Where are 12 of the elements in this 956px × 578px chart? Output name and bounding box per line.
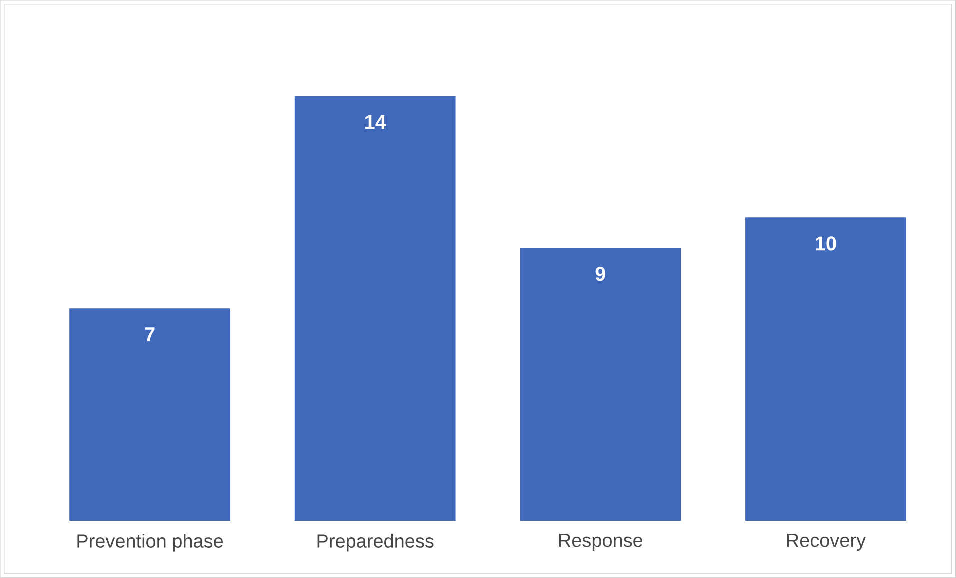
x-tick-label: Response (559, 534, 643, 551)
x-tick-label: Prevention phase (78, 534, 224, 552)
x-tick-label: Preparedness (318, 534, 434, 552)
data-label: 10 (816, 236, 836, 251)
bar (520, 248, 682, 521)
data-label: 9 (596, 266, 606, 281)
data-label: 7 (145, 328, 155, 342)
bar (70, 308, 230, 521)
data-label: 14 (365, 115, 386, 129)
x-tick-label: Recovery (787, 534, 866, 551)
bar (746, 217, 906, 521)
bar (294, 96, 456, 521)
